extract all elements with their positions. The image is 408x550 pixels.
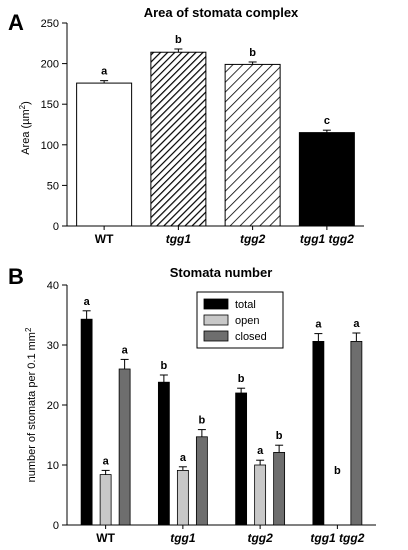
legend-label-closed: closed xyxy=(235,331,267,343)
legend: total open closed xyxy=(196,291,284,349)
panel-b-label: B xyxy=(8,264,24,289)
legend-swatch-open xyxy=(203,314,229,326)
panel-b-title: Stomata number xyxy=(170,265,273,280)
panel-b-significance-letter: a xyxy=(103,455,110,467)
panel-b-significance-letter: b xyxy=(276,430,283,442)
panel-a-bar xyxy=(298,132,355,227)
panel-b-bar-closed xyxy=(118,368,131,526)
panel-b-bar-total xyxy=(157,381,170,526)
panel-a: A Area of stomata complex Area (µm2) 0 50… xyxy=(8,5,364,246)
panel-a-bar xyxy=(150,51,207,227)
panel-b-significance-letter: a xyxy=(257,445,264,457)
panel-b-y-tick-label: 30 xyxy=(47,340,59,352)
panel-b-x-tick-label: tgg1 xyxy=(170,531,196,545)
panel-b-bar-total xyxy=(235,392,248,526)
panel-a-x-tick-label: tgg2 xyxy=(240,232,266,246)
panel-b-y-tick-label: 10 xyxy=(47,460,59,472)
panel-b-x-tick-label: WT xyxy=(96,531,115,545)
panel-b-significance-letter: b xyxy=(199,415,206,427)
panel-b-bar-total xyxy=(312,340,325,526)
panel-b-x-tick-label: tgg1 tgg2 xyxy=(310,531,364,545)
panel-a-bar xyxy=(76,82,133,227)
panel-a-y-tick-label: 200 xyxy=(41,59,59,71)
panel-b-significance-letter: a xyxy=(315,319,322,331)
legend-swatch-total xyxy=(203,298,229,310)
panel-b-y-tick-label: 0 xyxy=(53,520,59,532)
panel-b-bar-closed xyxy=(350,340,363,526)
panel-b-y-axis-label: number of stomata per 0.1 mm2 xyxy=(24,327,39,482)
panel-a-y-tick-label: 100 xyxy=(41,140,59,152)
panel-b-significance-letter: b xyxy=(238,373,245,385)
panel-a-y-tick-label: 50 xyxy=(47,180,59,192)
panel-b-significance-letter: a xyxy=(353,318,360,330)
panel-b-bar-open xyxy=(176,469,189,526)
panel-a-bar xyxy=(224,63,281,227)
panel-b-bar-open xyxy=(99,474,112,526)
panel-b-significance-letter: b xyxy=(334,465,341,477)
panel-b-significance-letter: b xyxy=(161,360,168,372)
panel-a-y-axis-label: Area (µm2) xyxy=(18,101,33,155)
panel-a-significance-letter: a xyxy=(101,66,108,78)
panel-b-x-tick-label: tgg2 xyxy=(247,531,273,545)
panel-a-x-tick-label: tgg1 tgg2 xyxy=(300,232,354,246)
legend-swatch-closed xyxy=(203,330,229,342)
panel-b-significance-letter: a xyxy=(122,344,129,356)
panel-a-significance-letter: b xyxy=(249,47,256,59)
panel-b: B Stomata number number of stomata per 0… xyxy=(8,264,376,545)
panel-a-y-tick-label: 150 xyxy=(41,99,59,111)
panel-a-significance-letter: c xyxy=(324,115,330,127)
panel-b-significance-letter: a xyxy=(180,452,187,464)
panel-b-y-tick-label: 20 xyxy=(47,400,59,412)
panel-b-bar-closed xyxy=(195,436,208,526)
panel-a-title: Area of stomata complex xyxy=(144,5,299,20)
panel-a-y-tick-label: 250 xyxy=(41,18,59,30)
panel-a-y-tick-label: 0 xyxy=(53,221,59,233)
panel-a-x-tick-label: WT xyxy=(95,232,114,246)
panel-b-bar-total xyxy=(80,318,93,526)
panel-a-label: A xyxy=(8,10,24,35)
panel-b-bar-closed xyxy=(273,451,286,526)
panel-b-y-tick-label: 40 xyxy=(47,280,59,292)
panel-a-x-tick-label: tgg1 xyxy=(166,232,192,246)
legend-label-total: total xyxy=(235,299,256,311)
legend-label-open: open xyxy=(235,315,259,327)
panel-b-significance-letter: a xyxy=(84,296,91,308)
panel-a-significance-letter: b xyxy=(175,34,182,46)
panel-b-bar-open xyxy=(254,464,267,526)
